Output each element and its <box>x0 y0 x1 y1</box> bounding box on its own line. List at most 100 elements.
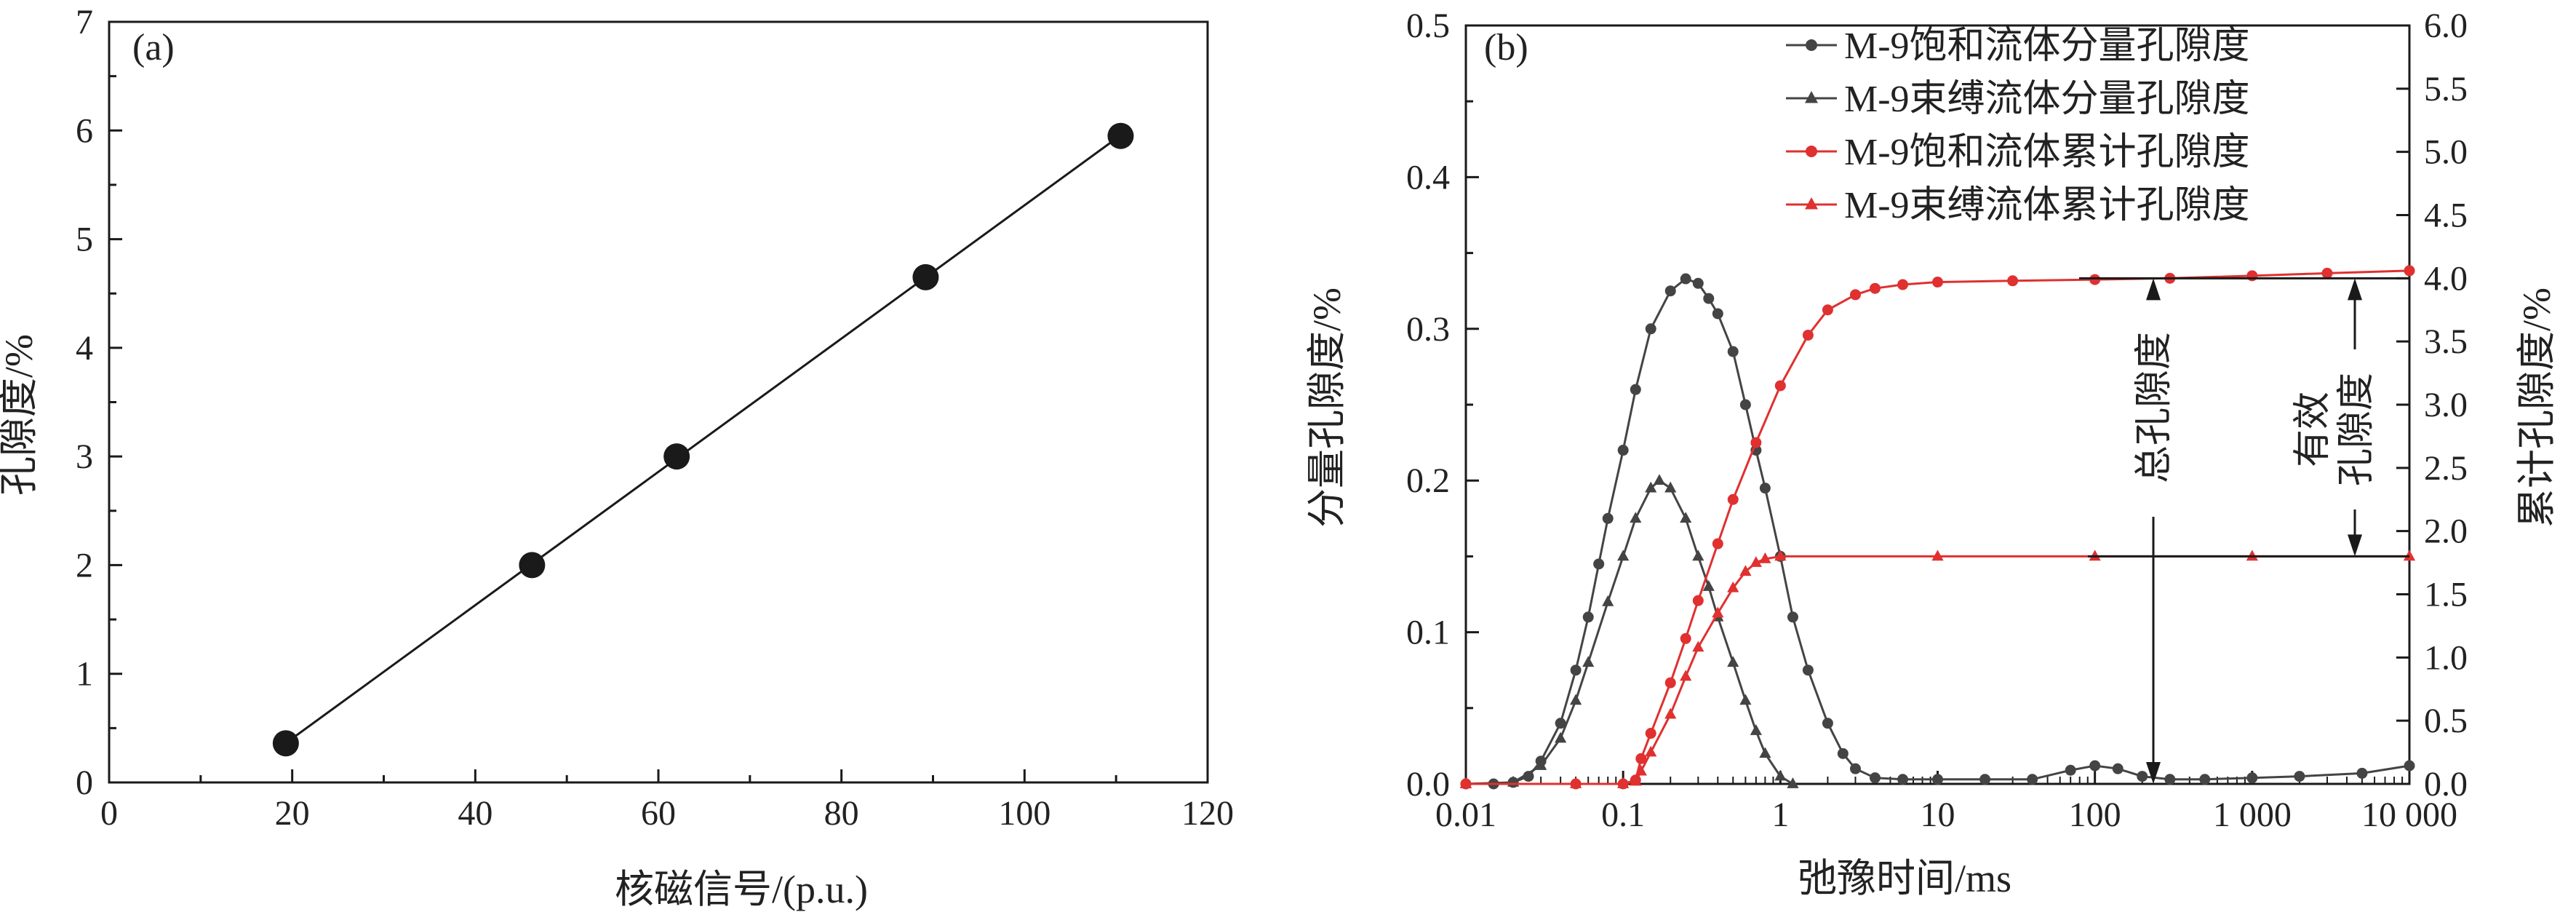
panel-b-series-line <box>1466 277 2410 785</box>
panel-b-effective-porosity-label: 孔隙度 <box>2336 373 2377 486</box>
panel-a-x-axis-title: 核磁信号/(p.u.) <box>615 868 868 911</box>
panel-b-data-point <box>2027 774 2038 785</box>
panel-b-right-y-tick-label: 1.0 <box>2424 638 2468 677</box>
panel-b-legend-marker <box>1805 197 1818 210</box>
panel-b-left-y-tick-label: 0.1 <box>1406 614 1450 652</box>
panel-b-data-point <box>1692 641 1704 652</box>
panel-b-data-point <box>1837 748 1849 759</box>
panel-b-data-point <box>2007 275 2019 287</box>
panel-b-data-point <box>1739 694 1752 705</box>
panel-a-x-tick-label: 80 <box>824 794 859 833</box>
panel-b-data-point <box>2246 772 2258 784</box>
panel-b-right-y-axis-title: 累计孔隙度/% <box>2515 288 2559 528</box>
panel-b-data-point <box>1739 399 1751 411</box>
panel-a-y-tick-label: 5 <box>76 221 93 259</box>
panel-b-data-point <box>1897 279 1909 290</box>
panel-a-y-tick-label: 3 <box>76 437 93 476</box>
panel-b-data-point <box>2246 270 2258 282</box>
panel-b-data-point <box>1849 289 1861 301</box>
panel-a-x-tick-label: 100 <box>998 794 1050 833</box>
panel-b-data-point <box>1617 777 1630 788</box>
panel-b-data-point <box>1635 764 1647 776</box>
panel-a-x-tick-label: 0 <box>100 794 118 833</box>
panel-b-right-y-tick-label: 0.0 <box>2424 765 2468 804</box>
panel-b-data-point <box>1645 481 1657 493</box>
panel-b-data-point <box>1680 633 1691 644</box>
panel-b-data-point <box>1750 556 1762 567</box>
panel-b-data-point <box>1680 512 1692 523</box>
panel-b-data-point <box>1702 580 1715 591</box>
panel-b-total-porosity-arrow-head <box>2146 278 2161 301</box>
panel-b-right-y-tick-label: 2.5 <box>2424 449 2468 488</box>
panel-b-data-point <box>2294 771 2305 782</box>
panel-b-left-y-tick-label: 0.4 <box>1406 158 1450 197</box>
panel-b-data-point <box>1727 656 1739 667</box>
panel-b-data-point <box>1774 380 1786 392</box>
panel-a-label: (a) <box>132 27 175 68</box>
panel-b-data-point <box>1727 346 1739 357</box>
panel-a-porosity-vs-nmr-signal: (a) 孔隙度/% 核磁信号/(p.u.) 0 20 40 60 80 100 120 0 1 2… <box>0 3 1234 911</box>
panel-a-y-tick-label: 4 <box>76 329 93 368</box>
panel-b-label: (b) <box>1484 27 1528 68</box>
panel-b-data-point <box>1692 595 1704 606</box>
panel-b-data-point <box>1617 445 1629 456</box>
panel-a-plot-frame <box>108 20 1209 784</box>
panel-b-data-point <box>1645 323 1656 335</box>
panel-b-data-point <box>1569 694 1582 705</box>
panel-b-data-point <box>2403 550 2416 561</box>
panel-b-data-point <box>2089 760 2101 772</box>
panel-b-x-tick-label: 10 <box>1921 796 1955 834</box>
panel-a-x-tick-label: 60 <box>641 794 676 833</box>
panel-b-right-y-tick-label: 1.5 <box>2424 576 2468 614</box>
panel-a-y-axis-title: 孔隙度/% <box>0 334 41 496</box>
panel-b-data-point <box>1727 493 1739 505</box>
panel-b-data-point <box>1645 728 1656 739</box>
panel-b-data-point <box>1932 277 1943 288</box>
panel-b-data-point <box>1617 550 1630 561</box>
panel-a-data-point <box>663 443 690 470</box>
panel-b-data-point <box>1664 285 1676 297</box>
panel-b-left-y-tick-label: 0.5 <box>1406 7 1450 45</box>
panel-b-data-point <box>1774 550 1787 561</box>
panel-b-right-y-tick-label: 3.0 <box>2424 386 2468 424</box>
panel-b-data-point <box>1932 774 1943 785</box>
panel-b-data-point <box>1692 277 1704 289</box>
panel-b-right-y-tick-label: 5.0 <box>2424 133 2468 172</box>
panel-b-series-line <box>1465 479 1794 785</box>
panel-b-data-point <box>1582 611 1594 623</box>
panel-b-x-tick-label: 1 <box>1771 796 1789 834</box>
panel-b-legend-label: M-9饱和流体分量孔隙度 <box>1844 25 2250 67</box>
panel-b-data-point <box>1712 606 1724 618</box>
panel-b-data-point <box>1602 595 1614 606</box>
panel-b-data-point <box>1897 774 1909 785</box>
panel-b-x-tick-label: 0.1 <box>1601 796 1645 834</box>
panel-b-data-point <box>1555 718 1566 729</box>
panel-b-data-point <box>1739 565 1752 576</box>
panel-a-data-point <box>912 263 939 290</box>
panel-b-data-point <box>1759 747 1771 758</box>
panel-b-data-point <box>1727 581 1739 592</box>
panel-b-data-point <box>2164 774 2176 785</box>
panel-b-data-point <box>2321 267 2333 279</box>
panel-a-fit-line <box>284 134 1122 745</box>
panel-b-right-y-tick-label: 4.0 <box>2424 259 2468 298</box>
panel-b-data-point <box>2404 760 2415 772</box>
panel-b-data-point <box>1703 293 1715 304</box>
panel-b-effective-porosity-arrow-head <box>2348 534 2362 557</box>
panel-b-nmr-t2-porosity: (b) 分量孔隙度/% 累计孔隙度/% 弛豫时间/ms 0.01 0.1 1 10 10… <box>1305 7 2559 900</box>
panel-b-data-point <box>1759 552 1771 563</box>
panel-b-x-axis-title: 弛豫时间/ms <box>1798 857 2011 900</box>
panel-b-right-y-tick-label: 3.5 <box>2424 322 2468 361</box>
panel-b-data-point <box>1630 384 1641 395</box>
panel-b-data-point <box>1635 753 1647 764</box>
panel-b-data-point <box>1645 745 1657 757</box>
panel-b-x-tick-label: 0.01 <box>1435 796 1496 834</box>
panel-b-left-y-tick-label: 0.3 <box>1406 310 1450 349</box>
panel-b-data-point <box>1802 665 1814 676</box>
panel-b-data-point <box>1582 656 1595 667</box>
panel-a-data-point <box>1107 122 1134 149</box>
panel-a-x-tick-label: 120 <box>1181 794 1234 833</box>
panel-b-data-point <box>1570 665 1582 676</box>
panel-b-total-porosity-arrow-head <box>2146 762 2161 784</box>
